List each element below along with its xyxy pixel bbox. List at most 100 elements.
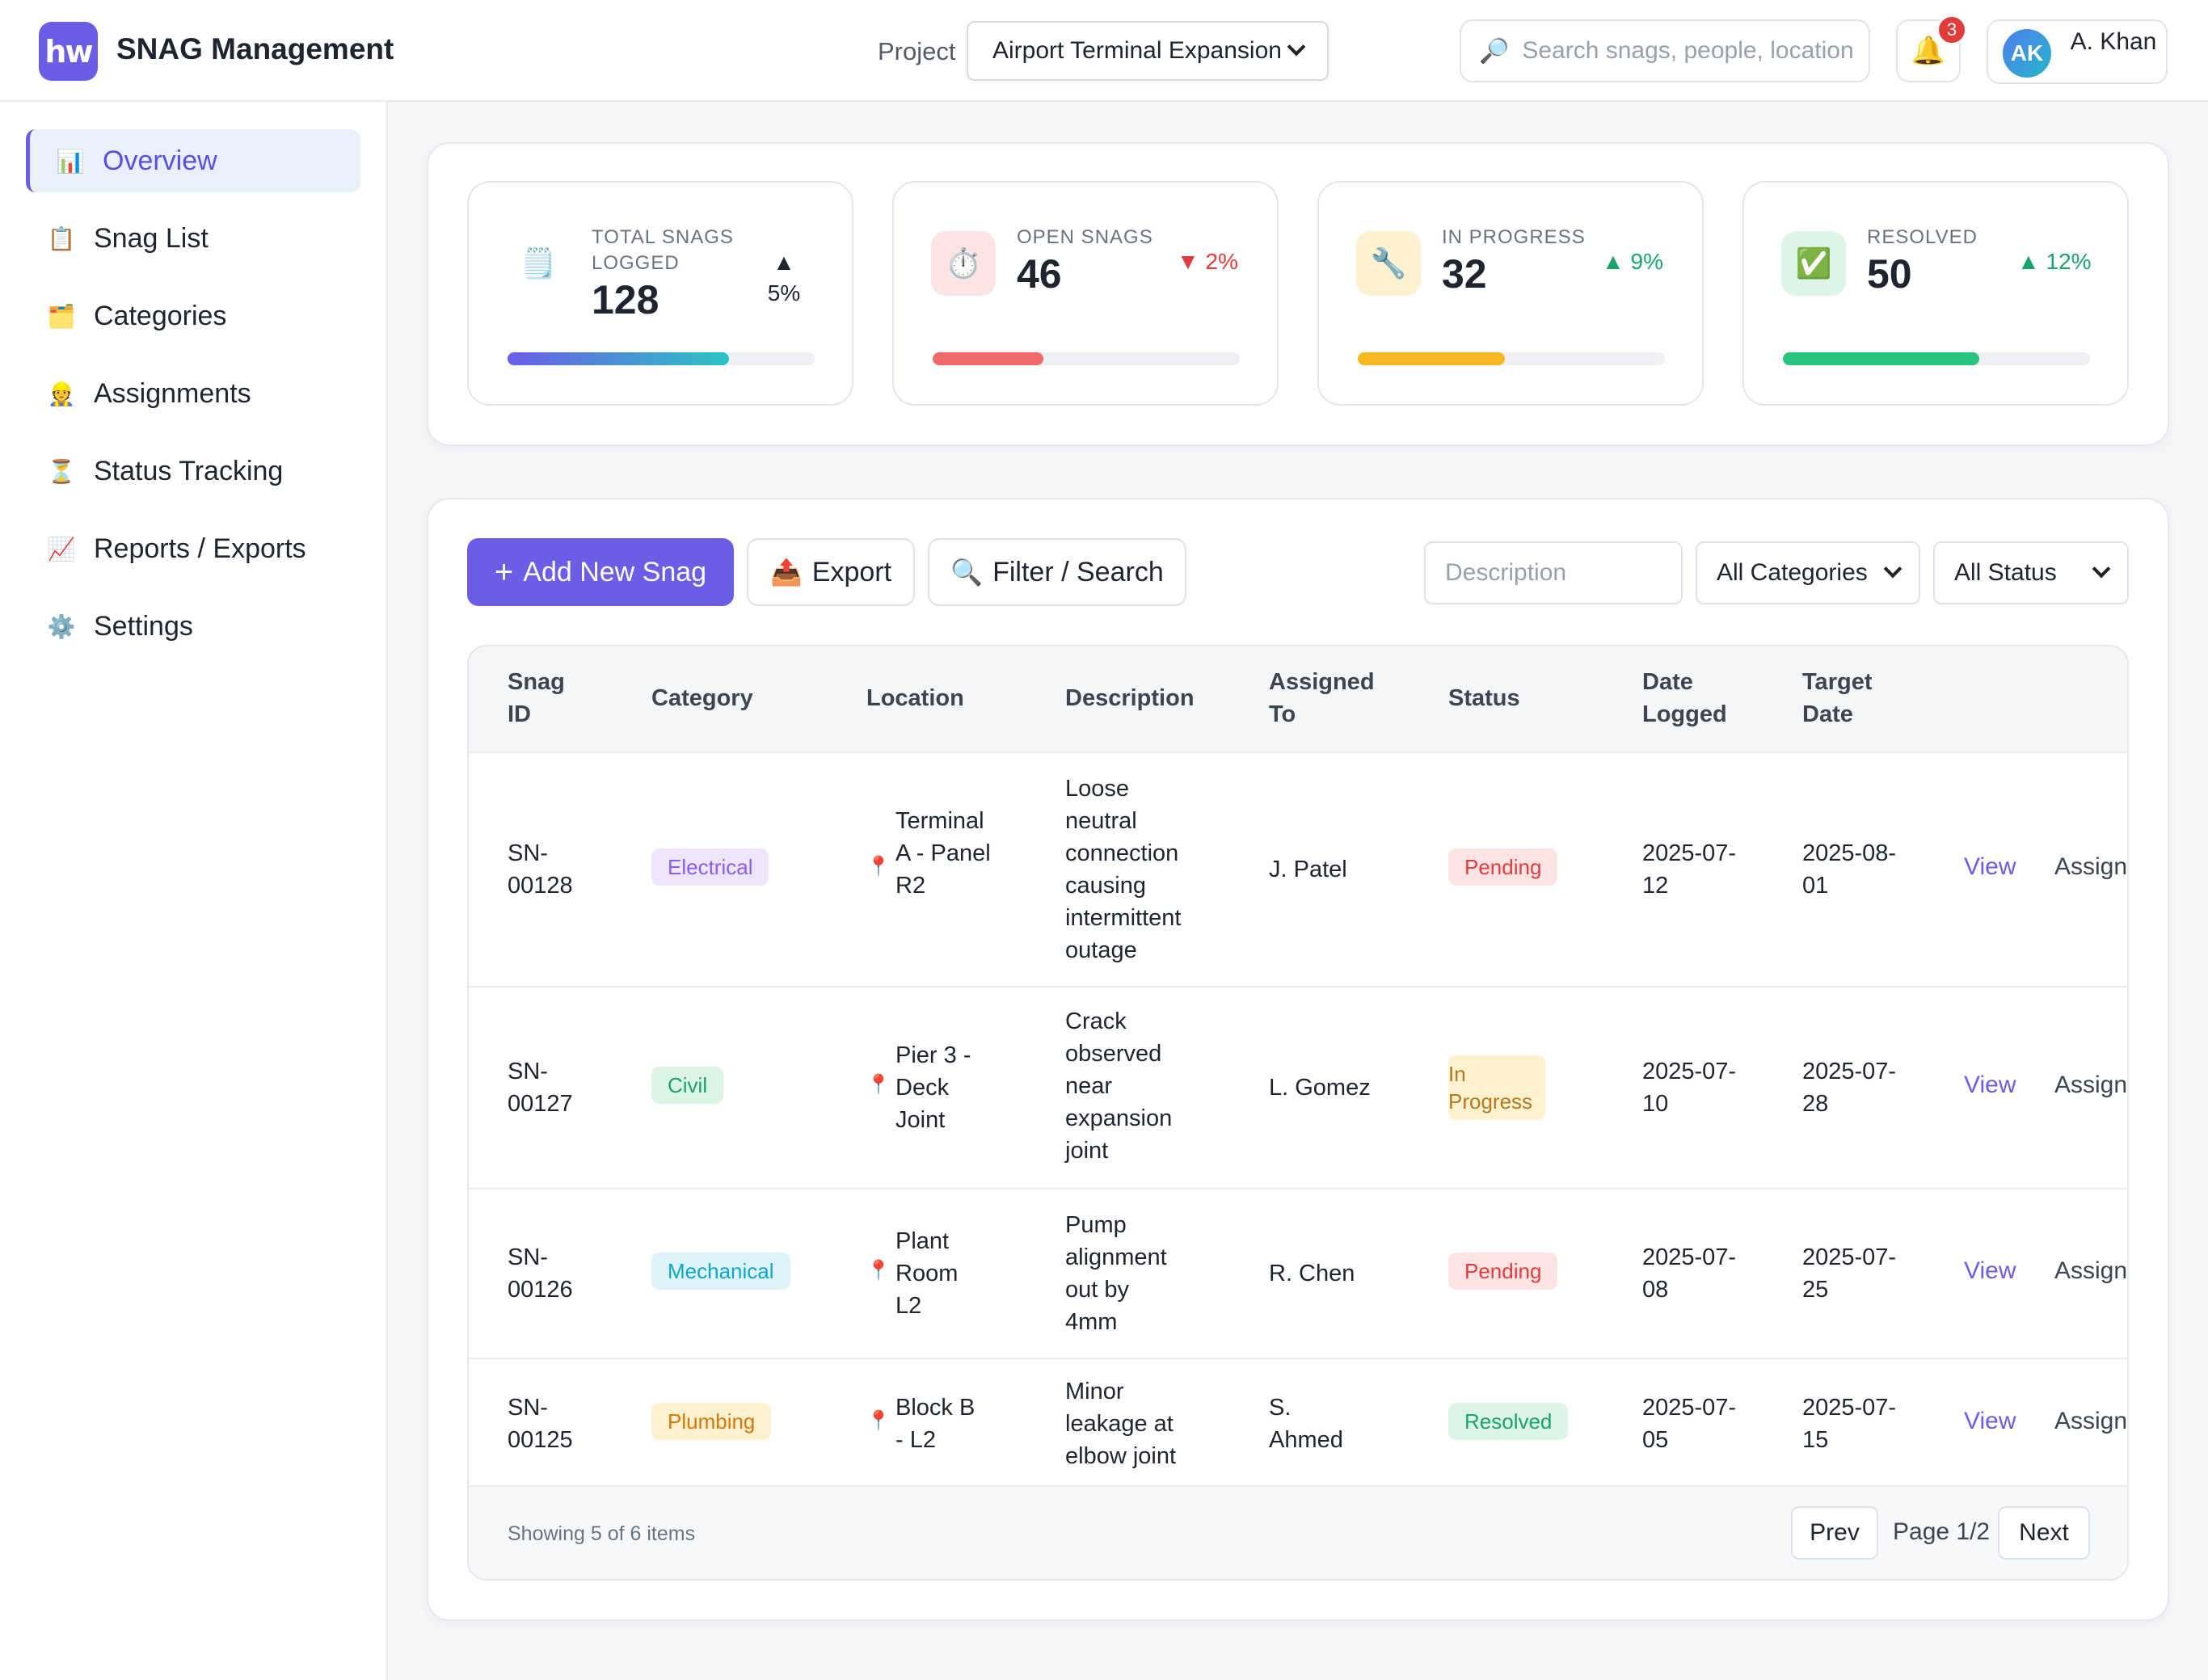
sidebar-item-label: Reports / Exports <box>94 533 306 564</box>
snag-id: SN-00128 <box>508 840 573 899</box>
status-badge: In Progress <box>1448 1055 1545 1120</box>
view-link[interactable]: View <box>1964 1072 2016 1098</box>
kpi-value: 50 <box>1867 251 1912 297</box>
add-snag-label: Add New Snag <box>523 556 707 587</box>
user-menu[interactable]: AK A. Khan <box>1987 19 2168 84</box>
app-logo[interactable]: hw <box>39 22 98 81</box>
kpi-card-resolved: ✅ RESOLVED 50 ▲ 12% <box>1742 181 2129 406</box>
plus-icon: + <box>494 554 514 590</box>
column-header[interactable]: Target Date <box>1802 669 1873 727</box>
kpi-label: TOTAL SNAGS LOGGED <box>592 226 734 274</box>
column-header[interactable]: Category <box>651 685 753 711</box>
sidebar-item-snag-list[interactable]: 📋 Snag List <box>26 207 360 270</box>
snag-location: Terminal A - Panel R2 <box>895 808 991 899</box>
table-row[interactable]: SN-00127 Civil 📍 Pier 3 - Deck Joint Cra… <box>469 986 2127 1188</box>
sidebar-item-settings[interactable]: ⚙️ Settings <box>26 595 360 658</box>
snag-location: Pier 3 - Deck Joint <box>895 1042 971 1133</box>
column-header[interactable]: Assigned To <box>1269 669 1375 727</box>
sidebar-item-label: Status Tracking <box>94 455 284 486</box>
project-select[interactable]: Airport Terminal Expansion <box>967 21 1329 81</box>
kpi-progress-track <box>508 352 815 365</box>
column-header[interactable]: Status <box>1448 685 1520 711</box>
chevron-down-icon <box>1287 37 1306 57</box>
bell-icon: 🔔 <box>1911 36 1946 66</box>
kpi-progress-track <box>1358 352 1665 365</box>
status-filter-select[interactable]: All Status <box>1933 541 2129 604</box>
global-search-placeholder: Search snags, people, location <box>1522 37 1854 64</box>
global-search-input[interactable]: 🔎 Search snags, people, location <box>1460 19 1870 82</box>
table-row[interactable]: SN-00126 Mechanical 📍 Plant Room L2 Pump… <box>469 1188 2127 1358</box>
snag-description: Pump alignment out by 4mm <box>1065 1212 1167 1335</box>
column-header[interactable]: Date Logged <box>1642 669 1727 727</box>
folder-icon: 🗂️ <box>47 303 76 329</box>
snag-id: SN-00125 <box>508 1395 573 1453</box>
column-header[interactable]: Location <box>866 685 964 711</box>
sidebar-item-label: Overview <box>103 145 217 176</box>
assign-link[interactable]: Assign <box>2054 1408 2128 1434</box>
upload-icon: 📤 <box>769 558 803 587</box>
assign-link[interactable]: Assign <box>2054 853 2128 880</box>
notification-count-badge: 3 <box>1936 15 1967 45</box>
table-row[interactable]: SN-00128 Electrical 📍 Terminal A - Panel… <box>469 752 2127 986</box>
assigned-to: S. Ahmed <box>1269 1395 1343 1453</box>
kpi-progress-track <box>933 352 1240 365</box>
view-link[interactable]: View <box>1964 1408 2016 1434</box>
assign-link[interactable]: Assign <box>2054 1257 2128 1284</box>
hourglass-icon: ⏳ <box>47 458 76 484</box>
kpi-label: OPEN SNAGS <box>1017 226 1153 248</box>
kpi-card-total: 🗒️ TOTAL SNAGS LOGGED 128 ▲ 5% <box>467 181 853 406</box>
sidebar-item-label: Snag List <box>94 222 209 254</box>
filter-search-button[interactable]: 🔍 Filter / Search <box>928 538 1186 606</box>
kpi-label: RESOLVED <box>1867 226 1978 248</box>
column-header[interactable]: Description <box>1065 685 1195 711</box>
snag-location: Block B - L2 <box>895 1395 975 1453</box>
status-badge: Pending <box>1448 848 1558 886</box>
export-button[interactable]: 📤 Export <box>747 538 915 606</box>
target-date: 2025-07-15 <box>1802 1395 1897 1453</box>
category-badge: Electrical <box>651 848 769 886</box>
next-page-button[interactable]: Next <box>1998 1506 2090 1560</box>
snag-id: SN-00126 <box>508 1244 573 1303</box>
kpi-card-open: ⏱️ OPEN SNAGS 46 ▼ 2% <box>892 181 1279 406</box>
description-filter-input[interactable]: Description <box>1424 541 1683 604</box>
category-filter-select[interactable]: All Categories <box>1696 541 1920 604</box>
avatar: AK <box>2003 29 2051 78</box>
sidebar-item-status-tracking[interactable]: ⏳ Status Tracking <box>26 440 360 503</box>
project-select-value: Airport Terminal Expansion <box>992 37 1282 64</box>
trend-chart-icon: 📈 <box>47 536 76 562</box>
kpi-card-in-progress: 🔧 IN PROGRESS 32 ▲ 9% <box>1317 181 1704 406</box>
clipboard-icon: 📋 <box>47 225 76 251</box>
chevron-down-icon <box>1883 559 1903 579</box>
user-name: A. Khan <box>2070 28 2157 55</box>
table-row[interactable]: SN-00125 Plumbing 📍 Block B - L2 Minor l… <box>469 1358 2127 1488</box>
project-label: Project <box>878 37 956 65</box>
category-filter-value: All Categories <box>1717 559 1868 586</box>
sidebar-item-label: Assignments <box>94 377 251 409</box>
target-date: 2025-07-28 <box>1802 1059 1897 1117</box>
stopwatch-icon: ⏱️ <box>931 231 996 296</box>
assign-link[interactable]: Assign <box>2054 1072 2128 1098</box>
bar-chart-icon: 📊 <box>56 148 85 174</box>
add-snag-button[interactable]: + Add New Snag <box>467 538 734 606</box>
sidebar-item-assignments[interactable]: 👷 Assignments <box>26 362 360 425</box>
date-logged: 2025-07-05 <box>1642 1395 1737 1453</box>
kpi-value: 128 <box>592 277 659 322</box>
top-bar: hw SNAG Management Project Airport Termi… <box>0 0 2208 102</box>
kpi-trend: ▲ 5% <box>767 250 801 305</box>
column-header[interactable]: Snag ID <box>508 669 565 727</box>
sidebar-item-overview[interactable]: 📊 Overview <box>26 129 360 192</box>
app-title: SNAG Management <box>116 32 394 65</box>
sidebar-item-reports[interactable]: 📈 Reports / Exports <box>26 517 360 580</box>
sidebar-item-categories[interactable]: 🗂️ Categories <box>26 284 360 347</box>
assigned-to: R. Chen <box>1269 1261 1355 1286</box>
worker-icon: 👷 <box>47 381 76 406</box>
view-link[interactable]: View <box>1964 853 2016 880</box>
location-pin-icon: 📍 <box>866 1074 891 1096</box>
snag-table: Snag ID Category Location Description As… <box>467 645 2129 1581</box>
snag-id: SN-00127 <box>508 1059 573 1117</box>
assigned-to: L. Gomez <box>1269 1075 1371 1101</box>
kpi-value: 32 <box>1442 251 1487 297</box>
view-link[interactable]: View <box>1964 1257 2016 1284</box>
snag-description: Loose neutral connection causing intermi… <box>1065 776 1182 963</box>
prev-page-button[interactable]: Prev <box>1791 1506 1878 1560</box>
